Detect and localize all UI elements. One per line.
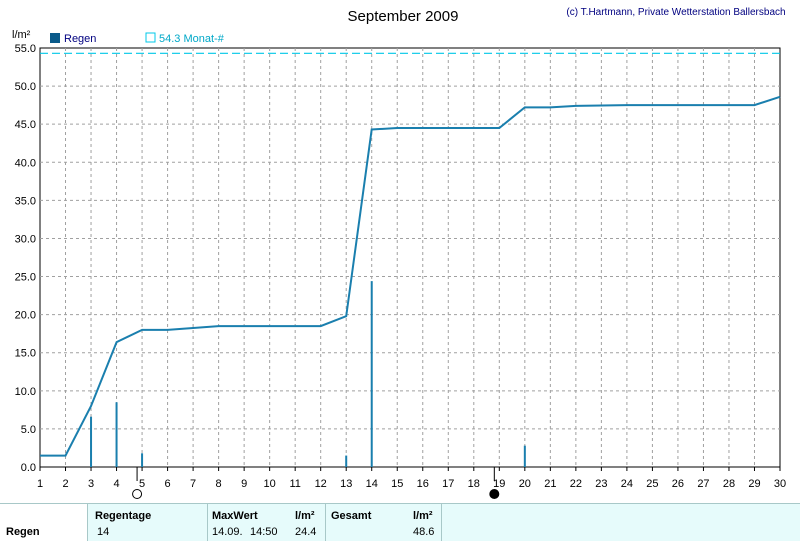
- x-tick-label: 8: [216, 478, 222, 490]
- y-tick-label: 0.0: [21, 462, 36, 474]
- x-tick-label: 23: [595, 478, 607, 490]
- legend-rain-label: Regen: [64, 33, 96, 45]
- x-tick-label: 29: [748, 478, 760, 490]
- x-tick-label: 24: [621, 478, 633, 490]
- cumulative-line-path: [40, 95, 781, 457]
- legend-rain-swatch: [50, 33, 60, 43]
- y-tick-label: 30.0: [15, 233, 36, 245]
- x-tick-label: 9: [241, 478, 247, 490]
- x-tick-label: 18: [468, 478, 480, 490]
- x-tick-label: 12: [315, 478, 327, 490]
- x-tick-label: 3: [88, 478, 94, 490]
- x-tick-label: 28: [723, 478, 735, 490]
- x-tick-label: 21: [544, 478, 556, 490]
- x-tick-label: 26: [672, 478, 684, 490]
- x-tick-label: 10: [264, 478, 276, 490]
- regentage-value: 14: [97, 526, 110, 538]
- y-tick-label: 40.0: [15, 157, 36, 169]
- y-tick-label: 15.0: [15, 348, 36, 360]
- x-tick-label: 17: [442, 478, 454, 490]
- daily-rain-bar: [523, 445, 526, 467]
- x-tick-label: 25: [646, 478, 658, 490]
- y-tick-label: 55.0: [15, 43, 36, 55]
- x-tick-label: 16: [417, 478, 429, 490]
- legend-monthly-label: 54.3 Monat-#: [159, 33, 225, 45]
- gesamt-value: 48.6: [413, 526, 435, 538]
- y-tick-label: 50.0: [15, 81, 36, 93]
- gesamt-unit: l/m²: [413, 510, 433, 522]
- x-tick-label: 6: [165, 478, 171, 490]
- daily-rain-bar: [141, 453, 144, 467]
- copyright-text: (c) T.Hartmann, Private Wetterstation Ba…: [566, 7, 785, 18]
- daily-rain-bar: [370, 281, 373, 467]
- y-unit-label: l/m²: [12, 29, 31, 41]
- x-tick-label: 20: [519, 478, 531, 490]
- x-tick-label: 13: [340, 478, 352, 490]
- summary-row-label: Regen: [6, 526, 40, 538]
- gesamt-header: Gesamt: [331, 510, 372, 522]
- cumulative-rain-line: [40, 52, 781, 457]
- x-tick-label: 19: [493, 478, 505, 490]
- daily-rain-bar: [90, 416, 93, 467]
- chart-title: September 2009: [348, 8, 459, 25]
- daily-rain-bar: [345, 455, 348, 467]
- rain-chart: September 2009 (c) T.Hartmann, Private W…: [12, 7, 787, 499]
- maxwert-unit: l/m²: [295, 510, 315, 522]
- new-moon-icon: [489, 489, 500, 499]
- x-tick-label: 14: [366, 478, 378, 490]
- y-tick-label: 35.0: [15, 195, 36, 207]
- x-tick-label: 22: [570, 478, 582, 490]
- regentage-header: Regentage: [95, 510, 152, 522]
- maxwert-header: MaxWert: [212, 510, 258, 522]
- y-tick-label: 25.0: [15, 272, 36, 284]
- legend-monthly-swatch: [145, 32, 156, 43]
- x-tick-label: 27: [697, 478, 709, 490]
- axes: 0.0 5.0 10.0 15.0 20.0 25.0 30.0 35.0 40.0 45.0 50…: [15, 43, 787, 490]
- x-tick-label: 11: [289, 478, 300, 490]
- y-tick-label: 45.0: [15, 119, 36, 131]
- y-tick-label: 10.0: [15, 386, 36, 398]
- grid: [39, 47, 781, 468]
- x-tick-label: 15: [391, 478, 403, 490]
- x-tick-label: 5: [139, 478, 145, 490]
- x-tick-label: 2: [62, 478, 68, 490]
- daily-rain-bars: [90, 281, 526, 467]
- x-tick-label: 7: [190, 478, 196, 490]
- plot-area: [39, 47, 781, 468]
- moon-phase-markers: [132, 467, 500, 499]
- maxwert-value: 24.4: [295, 526, 317, 538]
- maxwert-time: 14:50: [250, 526, 278, 538]
- y-tick-label: 5.0: [21, 424, 36, 436]
- full-moon-icon: [132, 489, 143, 499]
- daily-rain-bar: [115, 402, 118, 467]
- x-tick-label: 1: [37, 478, 43, 490]
- y-tick-label: 20.0: [15, 310, 36, 322]
- x-tick-label: 30: [774, 478, 786, 490]
- maxwert-date: 14.09.: [212, 526, 243, 538]
- x-tick-label: 4: [113, 478, 119, 490]
